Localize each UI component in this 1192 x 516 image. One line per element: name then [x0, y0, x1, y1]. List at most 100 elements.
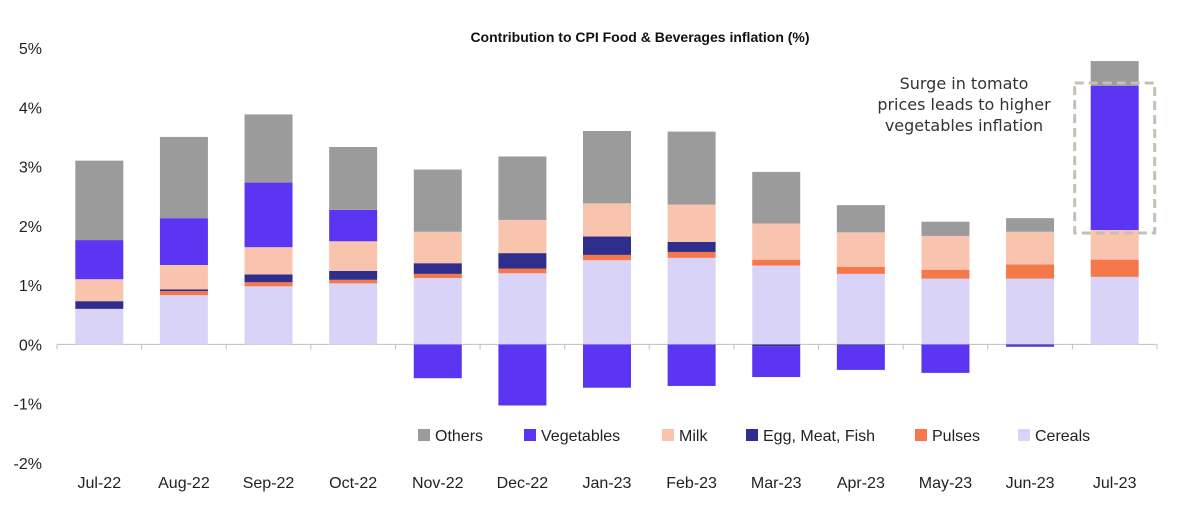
y-tick-label: 1%: [19, 278, 42, 295]
y-tick-label: 0%: [19, 337, 42, 354]
x-tick-label: May-23: [919, 475, 972, 492]
legend-label: Milk: [679, 428, 708, 445]
bar-segment-milk-feb-23: [667, 204, 716, 242]
bar-segment-milk-jun-23: [1006, 231, 1055, 265]
y-tick-label: 2%: [19, 219, 42, 236]
bar-segment-cereals-dec-22: [498, 273, 547, 345]
bar-segment-vegetables-jun-23: [1006, 345, 1055, 347]
legend-swatch: [418, 429, 430, 441]
bar-segment-vegetables-apr-23: [836, 345, 885, 370]
legend-swatch: [662, 429, 674, 441]
bar-segment-vegetables-jan-23: [583, 344, 631, 388]
y-tick-label: 5%: [19, 41, 42, 58]
bar-segment-others-apr-23: [836, 205, 885, 233]
bar-segment-egg-meat-fish-nov-22: [413, 263, 462, 274]
legend-swatch: [524, 429, 536, 441]
bar-segment-others-aug-22: [159, 136, 208, 219]
bar-segment-others-jun-23: [1006, 218, 1055, 232]
bar-segment-pulses-jun-23: [1006, 264, 1055, 279]
bar-segment-milk-oct-22: [329, 241, 378, 271]
bar-segment-cereals-nov-22: [413, 278, 462, 345]
bar-segment-others-sep-22: [244, 114, 293, 183]
bar-segment-others-jan-23: [583, 131, 631, 204]
bar-segment-egg-meat-fish-jun-23: [1006, 344, 1055, 346]
bar-segment-pulses-feb-23: [667, 251, 716, 258]
legend-label: Egg, Meat, Fish: [763, 428, 875, 445]
bar-segment-milk-jul-22: [75, 279, 124, 302]
y-tick-label: 3%: [19, 160, 42, 177]
bar-segment-egg-meat-fish-feb-23: [667, 241, 716, 252]
annotation-text-line: vegetables inflation: [885, 116, 1043, 135]
bar-segment-pulses-jul-23: [1090, 259, 1139, 277]
bar-segment-milk-sep-22: [244, 247, 293, 275]
legend-swatch: [746, 429, 758, 441]
bar-segment-pulses-nov-22: [413, 273, 462, 279]
annotation: Surge in tomato prices leads to higher veg…: [877, 74, 1157, 235]
legend-label: Vegetables: [541, 428, 620, 445]
x-tick-label: Apr-23: [837, 475, 885, 492]
bar-segment-egg-meat-fish-aug-22: [159, 289, 208, 292]
bar-segment-cereals-feb-23: [667, 257, 716, 345]
bar-segment-vegetables-aug-22: [159, 218, 208, 265]
bar-segment-others-oct-22: [329, 147, 378, 210]
annotation-text-line: prices leads to higher: [877, 95, 1051, 114]
legend-label: Others: [435, 428, 483, 445]
bar-segment-others-mar-23: [752, 171, 801, 224]
legend: Others Vegetables Milk Egg, Meat, Fish Pulse…: [418, 428, 1090, 445]
bar-segment-pulses-dec-22: [498, 268, 547, 274]
legend-swatch: [1018, 429, 1030, 441]
bar-segment-cereals-aug-22: [159, 295, 208, 345]
x-tick-label: Jul-23: [1093, 475, 1137, 492]
x-tick-label: Jul-22: [78, 475, 122, 492]
y-axis: -2% -1% 0% 1% 2% 3% 4% 5%: [14, 41, 42, 473]
bar-segment-pulses-may-23: [921, 269, 970, 279]
bar-segment-egg-meat-fish-dec-22: [498, 253, 547, 269]
x-tick-label: Oct-22: [329, 475, 377, 492]
bars-group: [75, 61, 1139, 406]
bar-segment-vegetables-oct-22: [329, 209, 378, 242]
bar-segment-vegetables-nov-22: [413, 344, 462, 379]
bar-segment-vegetables-sep-22: [244, 182, 293, 248]
x-tick-label: Mar-23: [751, 475, 802, 492]
bar-segment-cereals-jun-23: [1006, 278, 1055, 345]
bar-segment-milk-jul-23: [1090, 230, 1139, 260]
bar-segment-vegetables-feb-23: [667, 344, 716, 386]
bar-segment-egg-meat-fish-jan-23: [583, 236, 631, 255]
x-tick-label: Feb-23: [666, 475, 717, 492]
x-tick-label: Sep-22: [243, 475, 295, 492]
legend-swatch: [915, 429, 927, 441]
bar-segment-milk-nov-22: [413, 231, 462, 264]
bar-segment-vegetables-dec-22: [498, 344, 547, 406]
annotation-text-line: Surge in tomato: [900, 74, 1029, 93]
annotation-highlight-box: [1073, 81, 1157, 235]
legend-label: Cereals: [1035, 428, 1090, 445]
bar-segment-others-feb-23: [667, 131, 716, 205]
chart-title: Contribution to CPI Food & Beverages inf…: [470, 29, 809, 45]
bar-segment-egg-meat-fish-apr-23: [836, 344, 885, 346]
bar-segment-others-dec-22: [498, 156, 547, 220]
bar-segment-pulses-sep-22: [244, 282, 293, 287]
bar-segment-cereals-jul-22: [75, 308, 124, 345]
bar-segment-others-jul-22: [75, 160, 124, 241]
bar-segment-milk-aug-22: [159, 264, 208, 290]
bar-segment-cereals-jul-23: [1090, 276, 1139, 345]
x-tick-label: Jun-23: [1006, 475, 1055, 492]
bar-segment-cereals-apr-23: [836, 273, 885, 345]
bar-segment-vegetables-mar-23: [752, 346, 801, 378]
bar-segment-pulses-oct-22: [329, 279, 378, 284]
bar-segment-pulses-aug-22: [159, 291, 208, 296]
bar-segment-cereals-may-23: [921, 278, 970, 345]
bar-segment-vegetables-jul-22: [75, 240, 124, 280]
bar-segment-milk-dec-22: [498, 219, 547, 254]
bar-segment-pulses-apr-23: [836, 266, 885, 274]
x-tick-label: Aug-22: [158, 475, 210, 492]
bar-segment-egg-meat-fish-mar-23: [752, 344, 801, 347]
x-tick-label: Nov-22: [412, 475, 464, 492]
bar-segment-others-may-23: [921, 221, 970, 236]
bar-segment-egg-meat-fish-oct-22: [329, 270, 378, 280]
x-tick-label: Jan-23: [583, 475, 632, 492]
bar-segment-cereals-sep-22: [244, 286, 293, 345]
bar-segment-vegetables-may-23: [921, 344, 970, 373]
